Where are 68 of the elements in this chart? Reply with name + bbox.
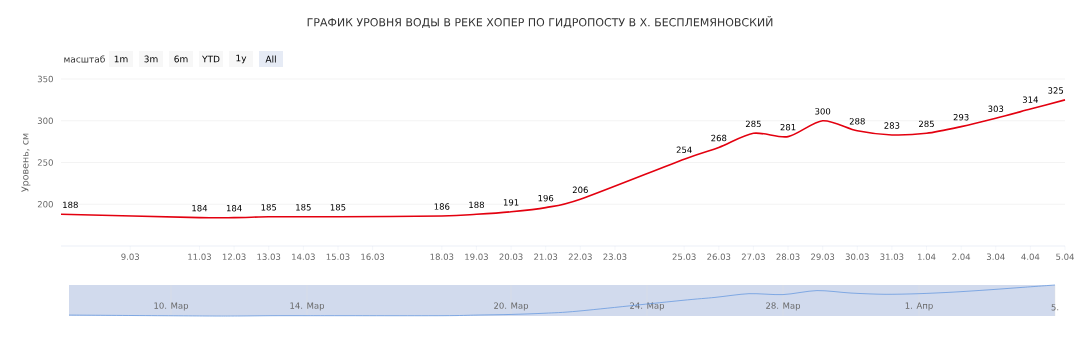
x-tick-label: 11.03: [188, 253, 211, 260]
y-tick-label: 200: [37, 201, 53, 208]
data-label: 186: [434, 203, 450, 210]
data-label: 293: [953, 113, 969, 121]
data-label: 188: [469, 201, 484, 209]
data-label: 325: [1048, 87, 1064, 94]
text: 1m: [114, 55, 128, 63]
x-tick-label: 25.03: [672, 253, 696, 260]
x-tick-label: 14. Мар: [290, 302, 325, 311]
x-tick-label: 1. Апр: [905, 302, 933, 311]
x-tick-label: 31.03: [880, 253, 904, 260]
text: All: [265, 55, 276, 63]
x-tick-label: 21.03: [534, 253, 558, 260]
data-label: 184: [192, 204, 208, 212]
data-label: 188: [63, 201, 78, 209]
text: 3m: [144, 55, 158, 63]
data-label: 185: [261, 204, 277, 211]
data-label: 314: [1022, 96, 1039, 103]
data-label: 283: [884, 122, 900, 129]
x-tick-label: 18.03: [430, 253, 454, 260]
data-label: 185: [330, 204, 346, 211]
data-label: 285: [745, 120, 761, 128]
text: 6m: [174, 55, 188, 63]
data-label: 285: [919, 120, 934, 128]
x-tick-label: 1.04: [918, 253, 936, 260]
x-tick-label: 13.03: [257, 253, 281, 260]
x-tick-label: 27.03: [741, 253, 765, 260]
x-tick-label: 26.03: [707, 253, 731, 260]
chart-title: ГРАФИК УРОВНЯ ВОДЫ В РЕКЕ ХОПЕР ПО ГИДРОПОСТУ В Х. БЕСПЛЕМЯНОВСКИЙ: [307, 16, 773, 28]
x-tick-label: 20. Мар: [494, 302, 529, 311]
x-tick-label: 14.03: [292, 253, 315, 260]
x-tick-label: 16.03: [361, 253, 385, 260]
data-label: 191: [503, 199, 519, 206]
x-tick-label: 28. Мар: [766, 302, 801, 311]
x-tick-label: 28.03: [776, 253, 800, 260]
y-tick-label: 250: [37, 159, 53, 166]
x-tick-label: 9.03: [121, 253, 140, 260]
x-tick-label: 12.03: [222, 253, 246, 260]
data-label: 288: [849, 118, 865, 125]
data-label: 303: [988, 105, 1004, 113]
data-label: 206: [572, 186, 588, 194]
data-label: 268: [711, 134, 727, 142]
x-tick-label: 22.03: [568, 253, 592, 260]
x-tick-label: 20.03: [499, 253, 523, 260]
data-label: 300: [815, 108, 831, 115]
data-label: 254: [676, 146, 692, 153]
x-tick-label: 23.03: [603, 253, 627, 260]
text: 1y: [236, 54, 247, 64]
y-tick-label: 300: [37, 117, 53, 124]
data-label: 196: [538, 194, 554, 202]
data-label: 185: [296, 204, 311, 211]
y-axis-title: Уровень, см: [21, 133, 31, 192]
x-tick-label: 19.03: [465, 253, 488, 260]
x-tick-label: 29.03: [811, 253, 835, 260]
text: YTD: [202, 55, 220, 63]
x-tick-label: 5.04: [1056, 253, 1074, 260]
text: масштаб: [64, 55, 105, 63]
x-tick-label: 4.04: [1021, 253, 1040, 260]
x-tick-label: 10. Мар: [154, 302, 189, 311]
x-tick-label: 30.03: [845, 253, 869, 260]
x-tick-label: 3.04: [986, 253, 1005, 260]
x-tick-label: 5.: [1051, 304, 1059, 311]
data-label: 281: [780, 123, 796, 131]
y-tick-label: 350: [37, 75, 53, 83]
x-tick-label: 15.03: [326, 253, 350, 260]
x-tick-label: 24. Мар: [630, 302, 665, 311]
data-label: 184: [226, 204, 242, 212]
x-tick-label: 2.04: [952, 253, 971, 260]
